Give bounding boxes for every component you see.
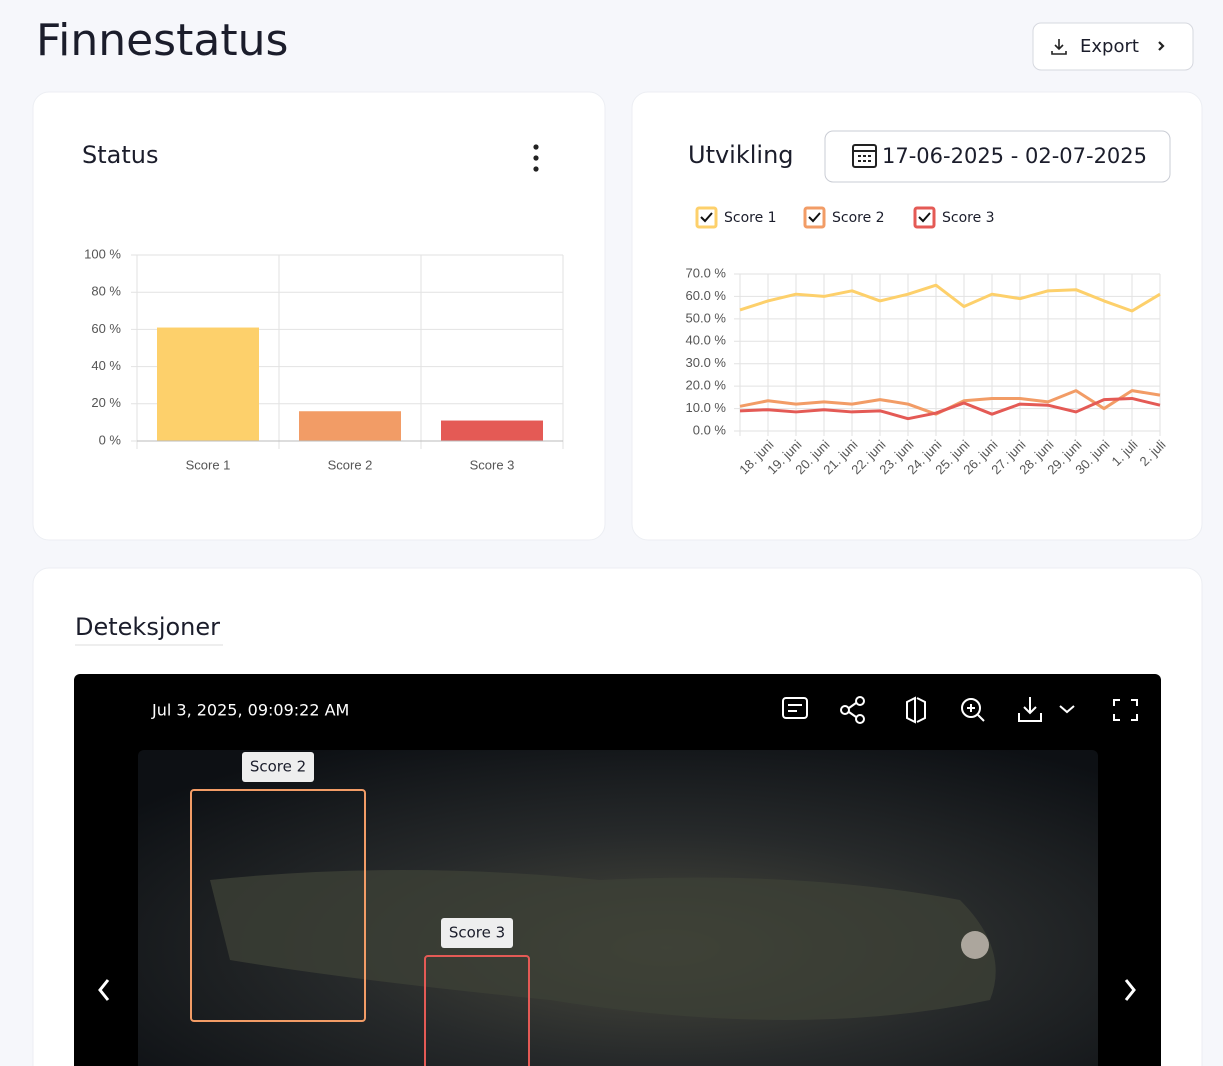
y-tick-label: 0 %	[99, 432, 122, 447]
check	[918, 212, 931, 223]
date-range-button[interactable]: 17-06-2025 - 02-07-2025	[824, 130, 1171, 183]
y-tick-label: 70.0 %	[686, 265, 727, 280]
legend-label: Score 2	[832, 210, 885, 226]
comment-icon[interactable]	[782, 697, 808, 719]
card-title: Status	[82, 141, 158, 169]
fish-eye	[961, 931, 989, 959]
detection-box[interactable]	[424, 955, 530, 1066]
legend-item[interactable]: Score 1	[695, 206, 777, 229]
fullscreen-icon[interactable]	[1113, 699, 1138, 721]
box-label: Score 3	[449, 924, 505, 942]
x-tick-label: Score 1	[186, 457, 231, 472]
prev-button[interactable]	[98, 979, 110, 1001]
calendar-icon	[852, 144, 877, 168]
timestamp: Jul 3, 2025, 09:09:22 AM	[151, 701, 349, 720]
box-tag	[242, 752, 314, 782]
export-label: Export	[1080, 36, 1139, 57]
zoom-icon[interactable]	[961, 698, 985, 722]
legend-checkbox	[913, 206, 936, 229]
legend-item[interactable]: Score 3	[913, 206, 995, 229]
fish-shape	[210, 870, 996, 1020]
check	[808, 212, 821, 223]
section-title: Deteksjoner	[75, 613, 220, 641]
x-tick-label: Score 3	[470, 457, 515, 472]
legend-item[interactable]: Score 2	[803, 206, 885, 229]
y-tick-label: 40 %	[91, 358, 121, 373]
download-icon[interactable]	[1018, 697, 1075, 722]
y-tick-label: 30.0 %	[686, 355, 727, 370]
y-tick-label: 60.0 %	[686, 288, 727, 303]
line	[739, 283, 1161, 313]
line	[739, 396, 1161, 421]
menu-button[interactable]	[533, 144, 539, 172]
y-tick-label: 50.0 %	[686, 310, 727, 325]
y-tick-label: 0.0 %	[693, 422, 727, 437]
box-tag	[441, 918, 513, 948]
date-range: 17-06-2025 - 02-07-2025	[882, 144, 1147, 168]
y-tick-label: 20.0 %	[686, 378, 727, 393]
legend-checkbox	[803, 206, 826, 229]
chevron	[1158, 41, 1165, 51]
legend-label: Score 1	[724, 210, 777, 226]
y-tick-label: 40.0 %	[686, 333, 727, 348]
image-viewer: Jul 3, 2025, 09:09:22 AM Score 2 Score 3	[74, 674, 1161, 1066]
export-button[interactable]: Export	[1032, 22, 1194, 71]
y-tick-label: 100 %	[84, 246, 121, 261]
next-button[interactable]	[1124, 979, 1136, 1001]
compare-icon[interactable]	[906, 696, 926, 724]
bar	[157, 327, 259, 441]
page-title: Finnestatus	[36, 15, 288, 66]
legend-label: Score 3	[942, 210, 995, 226]
y-tick-label: 10.0 %	[686, 400, 727, 415]
box-label: Score 2	[250, 758, 306, 776]
card-title: Utvikling	[688, 141, 794, 169]
trend-card	[631, 91, 1203, 541]
download-icon	[1051, 39, 1067, 55]
detection-box[interactable]	[190, 789, 366, 1022]
share-icon[interactable]	[840, 696, 865, 724]
y-tick-label: 80 %	[91, 284, 121, 299]
bar	[299, 411, 401, 441]
legend-checkbox	[695, 206, 718, 229]
check	[700, 212, 713, 223]
y-tick-label: 60 %	[91, 321, 121, 336]
x-tick-label: Score 2	[328, 457, 373, 472]
bar	[441, 420, 543, 441]
y-tick-label: 20 %	[91, 395, 121, 410]
